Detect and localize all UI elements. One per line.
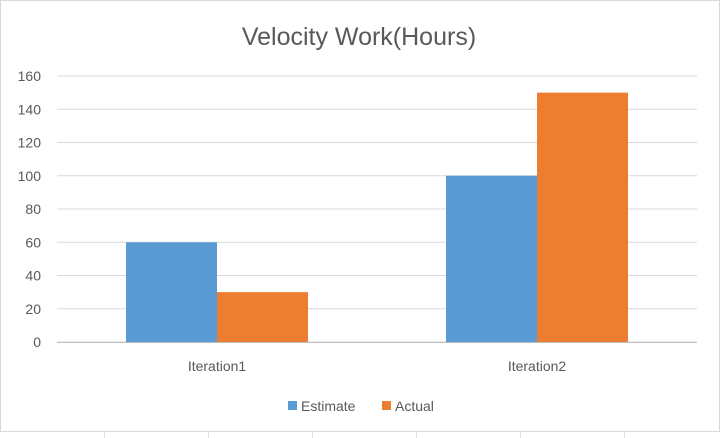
y-tick-label: 80 <box>25 201 41 217</box>
bar-estimate-iteration2 <box>446 175 537 342</box>
y-tick-label: 60 <box>25 234 41 250</box>
sheet-cell-gridline <box>104 432 105 438</box>
sheet-bottom-strip <box>0 432 722 438</box>
legend: Estimate Actual <box>288 398 434 414</box>
chart-title: Velocity Work(Hours) <box>242 23 476 51</box>
y-tick-label: 20 <box>25 301 41 317</box>
sheet-cell-gridline <box>624 432 625 438</box>
bar-estimate-iteration1 <box>126 242 217 342</box>
x-tick-label: Iteration2 <box>508 358 567 374</box>
x-tick-label: Iteration1 <box>188 358 247 374</box>
legend-swatch-estimate <box>288 401 297 410</box>
legend-label-estimate: Estimate <box>301 398 356 414</box>
y-tick-label: 140 <box>18 101 42 117</box>
bar-actual-iteration2 <box>537 92 628 342</box>
y-tick-label: 40 <box>25 268 41 284</box>
bars <box>126 92 628 342</box>
sheet-cell-gridline <box>312 432 313 438</box>
sheet-cell-gridline <box>416 432 417 438</box>
y-tick-label: 0 <box>33 334 41 350</box>
y-tick-label: 160 <box>18 68 42 84</box>
legend-swatch-actual <box>382 401 391 410</box>
legend-label-actual: Actual <box>395 398 434 414</box>
y-axis-ticks: 0 20 40 60 80 100 120 140 160 <box>18 68 42 350</box>
y-tick-label: 120 <box>18 135 42 151</box>
sheet-cell-gridline <box>208 432 209 438</box>
sheet-cell-gridline <box>520 432 521 438</box>
y-tick-label: 100 <box>18 168 42 184</box>
x-axis-ticks: Iteration1 Iteration2 <box>57 342 697 374</box>
bar-actual-iteration1 <box>217 292 308 342</box>
